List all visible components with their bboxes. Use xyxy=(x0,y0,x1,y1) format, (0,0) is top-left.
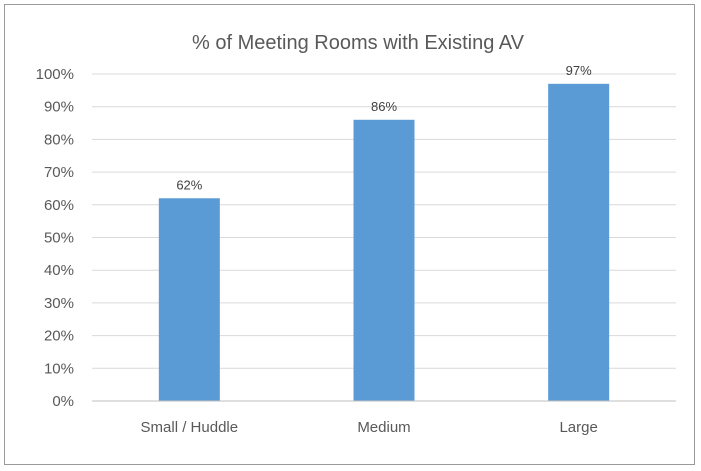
y-tick-label: 0% xyxy=(52,393,74,410)
data-label: 62% xyxy=(176,177,202,192)
x-axis-categories: Small / Huddle Medium Large xyxy=(141,419,598,436)
y-tick-label: 50% xyxy=(44,230,74,247)
y-tick-label: 80% xyxy=(44,131,74,148)
y-tick-label: 40% xyxy=(44,262,74,279)
y-tick-label: 20% xyxy=(44,328,74,345)
y-tick-label: 70% xyxy=(44,164,74,181)
y-tick-label: 30% xyxy=(44,295,74,312)
bars xyxy=(158,83,610,401)
category-label: Large xyxy=(559,419,597,436)
data-labels: 62% 86% 97% xyxy=(176,63,592,192)
y-tick-label: 100% xyxy=(36,66,74,83)
data-label: 86% xyxy=(371,99,397,114)
bar xyxy=(353,119,415,401)
y-tick-label: 10% xyxy=(44,360,74,377)
y-tick-label: 90% xyxy=(44,99,74,116)
bar xyxy=(548,83,610,401)
bar xyxy=(158,198,220,401)
y-tick-label: 60% xyxy=(44,197,74,214)
data-label: 97% xyxy=(566,63,592,78)
category-label: Small / Huddle xyxy=(141,419,239,436)
y-axis-ticks: 0% 10% 20% 30% 40% 50% 60% 70% 80% 90% 100% xyxy=(36,66,74,410)
chart-title: % of Meeting Rooms with Existing AV xyxy=(192,32,525,54)
category-label: Medium xyxy=(357,419,410,436)
